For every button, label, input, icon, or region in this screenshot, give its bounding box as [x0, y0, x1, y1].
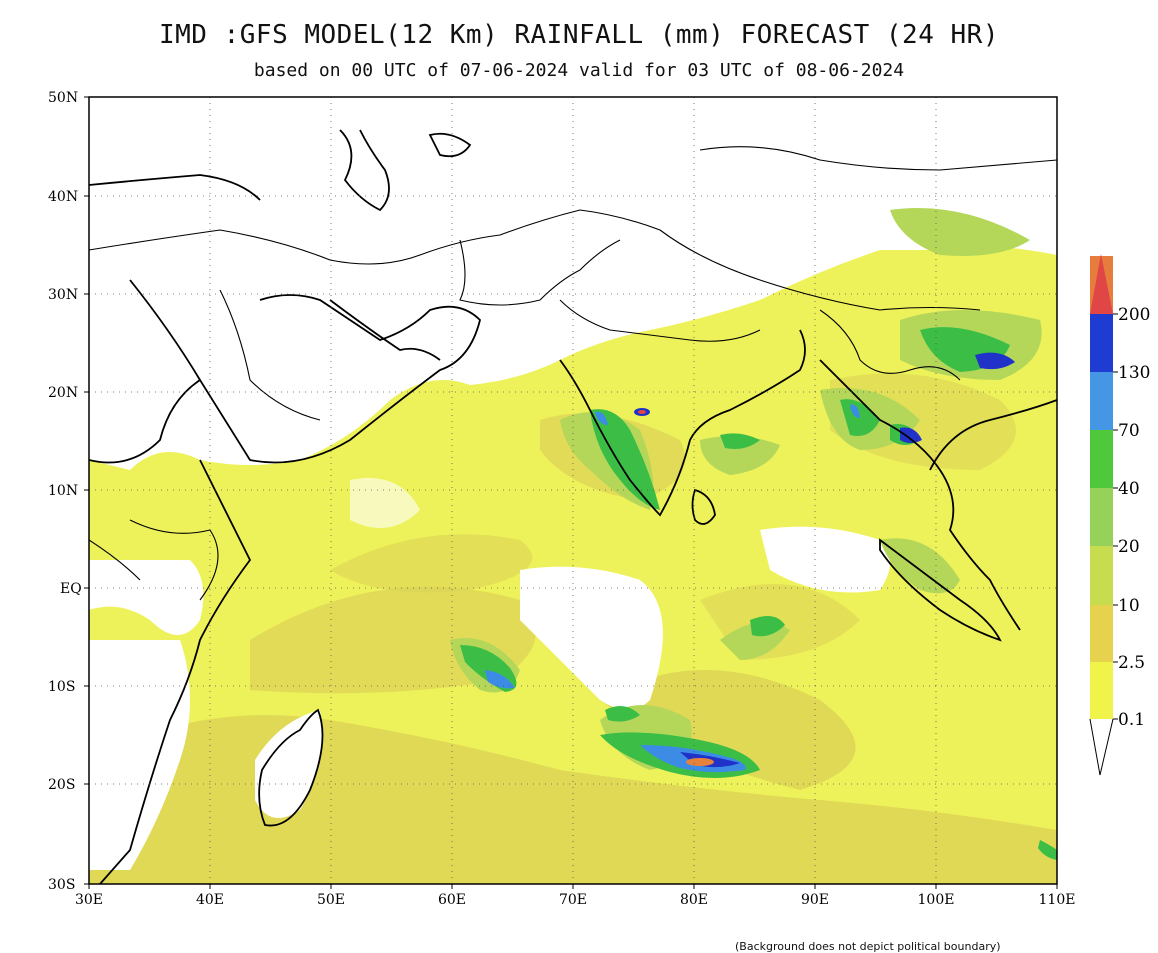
legend-swatch [1090, 372, 1113, 430]
lat-ticks [84, 96, 89, 885]
map-title: IMD :GFS MODEL(12 Km) RAINFALL (mm) FORE… [159, 20, 999, 50]
lat-label: 50N [48, 90, 78, 106]
legend-swatch [1090, 488, 1113, 546]
lat-label: 10N [48, 483, 78, 499]
plot-area [89, 97, 1057, 884]
legend-swatch [1090, 314, 1113, 372]
lon-label: 30E [75, 892, 103, 908]
lat-label: 20S [48, 777, 75, 793]
lon-label: 40E [196, 892, 224, 908]
lat-label: 10S [48, 679, 75, 695]
lat-label: EQ [60, 581, 82, 597]
lat-labels: 50N 40N 30N 20N 10N EQ 10S 20S 30S [48, 90, 82, 893]
legend-arrow-bottom [1089, 718, 1114, 776]
legend-swatch [1090, 605, 1113, 662]
lon-label: 80E [680, 892, 708, 908]
lat-label: 20N [48, 385, 78, 401]
legend-swatch [1090, 662, 1113, 719]
legend-arrow-top [1090, 254, 1113, 314]
coastlines [89, 129, 1057, 884]
legend-label: 200 [1118, 305, 1150, 325]
lon-label: 60E [438, 892, 466, 908]
legend-swatch [1090, 430, 1113, 488]
boundaries [89, 146, 1057, 601]
lon-label: 110E [1039, 892, 1076, 908]
map-subtitle: based on 00 UTC of 07-06-2024 valid for … [253, 60, 905, 81]
lon-labels: 30E 40E 50E 60E 70E 80E 90E 100E 110E [75, 892, 1076, 908]
lat-label: 30S [48, 877, 75, 893]
lon-label: 90E [801, 892, 829, 908]
legend-label: 40 [1118, 479, 1140, 499]
legend-label: 70 [1118, 421, 1140, 441]
extreme-rain-regions [485, 352, 1015, 773]
lon-label: 70E [559, 892, 587, 908]
footnote: (Background does not depict political bo… [735, 940, 1001, 953]
lon-label: 50E [317, 892, 345, 908]
colorbar-legend: 0.1 2.5 10 20 40 70 130 200 [1089, 254, 1150, 776]
lon-ticks [88, 884, 1058, 889]
lat-label: 30N [48, 287, 78, 303]
legend-label: 130 [1118, 363, 1150, 383]
legend-label: 20 [1118, 537, 1140, 557]
legend-label: 10 [1118, 596, 1140, 616]
lon-label: 100E [918, 892, 955, 908]
legend-label: 0.1 [1118, 710, 1145, 730]
legend-swatch [1090, 546, 1113, 605]
legend-label: 2.5 [1118, 653, 1145, 673]
lat-label: 40N [48, 189, 78, 205]
